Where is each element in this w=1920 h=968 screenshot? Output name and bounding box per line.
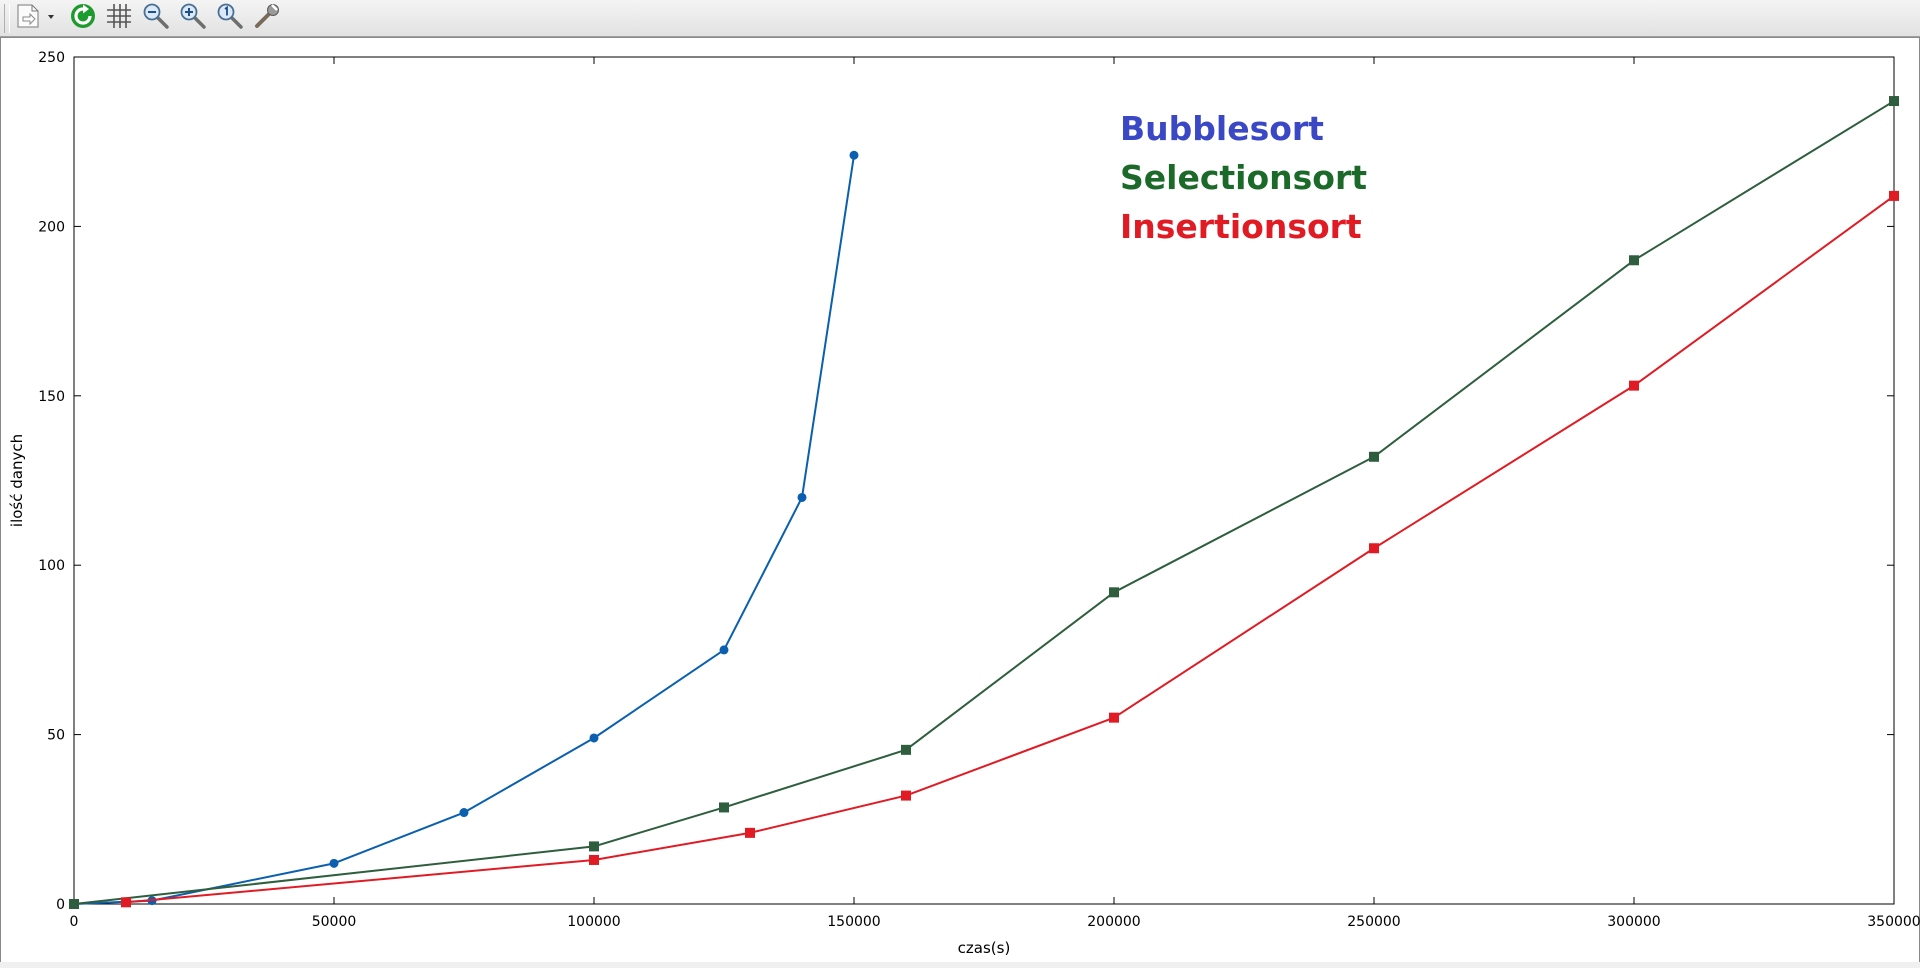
zoom-in-button[interactable] [177,3,209,33]
toolbar-grip[interactable] [4,4,10,33]
selectionsort-point [1369,451,1379,462]
x-axis-label: czas(s) [958,939,1011,957]
selectionsort-series [69,96,1899,909]
selectionsort-point [1889,96,1899,107]
replot-icon [69,2,97,34]
x-tick-label: 150000 [827,914,880,930]
selectionsort-line [73,100,1895,905]
export-icon [14,3,56,33]
plot-border [73,56,1895,905]
insertionsort-point [1629,380,1639,391]
legend-selectionsort: Selectionsort [1120,158,1367,197]
bubblesort-point [329,858,339,868]
plot-area[interactable] [0,37,1920,965]
bubblesort-series [69,150,859,909]
legend-bubblesort: Bubblesort [1120,109,1324,148]
selectionsort-point [69,899,79,909]
x-tick-label: 50000 [312,914,357,930]
zoom-reset-button[interactable] [214,3,246,33]
zoom-reset-icon [216,2,244,34]
insertionsort-point [1889,190,1899,201]
legend-insertionsort: Insertionsort [1120,207,1362,246]
x-tick-label: 250000 [1347,914,1400,930]
y-tick-label: 0 [56,897,65,913]
selectionsort-point [589,841,599,852]
insertionsort-point [745,827,755,838]
zoom-out-button[interactable] [140,3,172,33]
x-tick-label: 300000 [1607,914,1660,930]
insertionsort-point [589,854,599,865]
y-tick-label: 200 [38,219,65,235]
insertionsort-point [1369,543,1379,554]
bubblesort-point [459,808,469,818]
y-tick-label: 100 [38,558,65,574]
grid-icon [105,2,133,34]
bubblesort-point [719,645,729,655]
x-tick-label: 200000 [1087,914,1140,930]
y-tick-label: 150 [38,389,65,405]
selectionsort-point [1629,255,1639,266]
bubblesort-point [797,492,807,502]
bubblesort-point [589,733,599,743]
zoom-out-icon [142,2,170,34]
bubblesort-line [73,155,855,905]
toolbar [0,0,1920,37]
zoom-in-icon [179,2,207,34]
export-button[interactable] [12,3,58,33]
insertionsort-point [1109,712,1119,723]
insertionsort-point [121,897,131,908]
grid-button[interactable] [103,3,135,33]
y-tick-label: 50 [47,728,65,744]
settings-wrench-icon [253,2,281,34]
x-tick-label: 0 [70,914,79,930]
selectionsort-point [901,744,911,755]
x-tick-label: 100000 [567,914,620,930]
y-axis-label: ilość danych [8,434,26,527]
selectionsort-point [719,802,729,813]
insertionsort-point [901,790,911,801]
bubblesort-point [849,150,859,160]
y-tick-label: 250 [38,50,65,66]
window-bottom-edge [0,962,1920,968]
replot-button[interactable] [67,3,99,33]
insertionsort-line [125,195,1895,904]
settings-button[interactable] [251,3,283,33]
x-tick-label: 350000 [1867,914,1920,930]
selectionsort-point [1109,587,1119,598]
insertionsort-series [121,190,1899,908]
